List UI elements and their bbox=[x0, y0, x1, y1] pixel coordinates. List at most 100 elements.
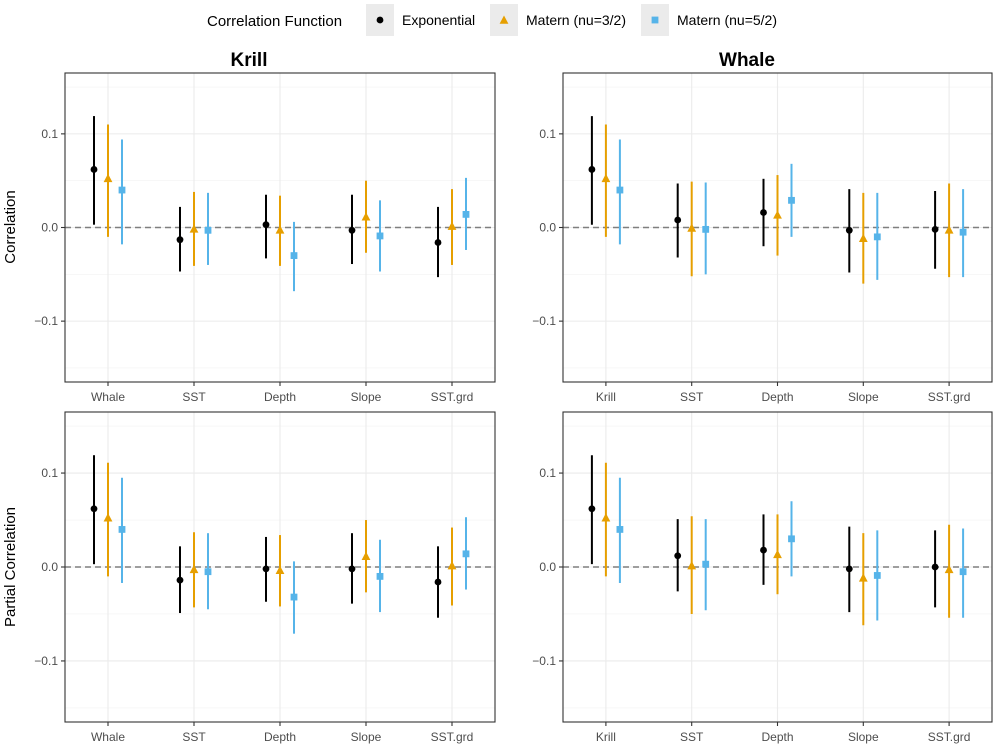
point-exponential-depth bbox=[262, 565, 270, 573]
point-matern-nu-5-2-depth bbox=[788, 196, 795, 204]
point-exponential-whale bbox=[90, 166, 98, 173]
point-matern-nu-5-2-slope bbox=[873, 233, 881, 241]
point-matern-nu-3-2-sst-grd bbox=[447, 221, 457, 230]
point-matern-nu-3-2-sst-grd bbox=[944, 225, 954, 234]
panel-correlation-whale: −0.1 0.0 0.1 Krill SST Depth Slope SST.grd bbox=[532, 72, 993, 404]
point-matern-nu-5-2-depth bbox=[290, 593, 298, 601]
x-tick-label-sst: SST bbox=[182, 730, 206, 744]
point-matern-nu-3-2-sst bbox=[687, 561, 697, 570]
y-tick-label: −0.1 bbox=[34, 654, 58, 668]
x-tick-label-depth: Depth bbox=[761, 730, 793, 744]
point-matern-nu-5-2-sst bbox=[702, 225, 710, 233]
point-matern-nu-5-2-sst-grd bbox=[462, 550, 470, 558]
point-matern-nu-5-2-depth bbox=[788, 535, 795, 543]
x-tick-label-whale: Whale bbox=[91, 390, 125, 404]
x-tick-label-depth: Depth bbox=[761, 390, 793, 404]
legend-key-matern32 bbox=[499, 15, 509, 24]
point-exponential-sst bbox=[674, 552, 682, 560]
legend-title: Correlation Function bbox=[207, 13, 342, 30]
point-exponential-depth bbox=[760, 209, 767, 216]
point-exponential-depth bbox=[262, 221, 270, 229]
x-tick-label-krill: Krill bbox=[596, 390, 616, 404]
legend-label-matern52: Matern (nu=5/2) bbox=[677, 12, 777, 28]
point-matern-nu-3-2-slope bbox=[361, 212, 371, 221]
x-tick-label-sst-grd: SST.grd bbox=[431, 390, 474, 404]
point-exponential-sst bbox=[176, 236, 184, 244]
x-tick-label-slope: Slope bbox=[351, 730, 382, 744]
x-tick-label-slope: Slope bbox=[848, 730, 879, 744]
y-tick-label: 0.0 bbox=[41, 560, 58, 574]
point-matern-nu-5-2-krill bbox=[616, 186, 624, 194]
legend-key-exponential bbox=[376, 16, 384, 24]
x-tick-label-sst: SST bbox=[182, 390, 206, 404]
point-matern-nu-3-2-krill bbox=[601, 513, 611, 522]
point-matern-nu-3-2-depth bbox=[773, 549, 782, 559]
point-exponential-sst bbox=[674, 216, 682, 224]
x-tick-label-slope: Slope bbox=[351, 390, 382, 404]
legend: Correlation Function Exponential Matern … bbox=[207, 4, 777, 36]
point-exponential-slope bbox=[845, 226, 853, 234]
point-exponential-sst-grd bbox=[931, 225, 939, 233]
y-tick-label: 0.0 bbox=[41, 221, 58, 235]
x-tick-label-sst: SST bbox=[680, 390, 704, 404]
point-matern-nu-3-2-depth bbox=[275, 565, 285, 575]
point-matern-nu-3-2-whale bbox=[103, 513, 113, 522]
y-axis-title-correlation: Correlation bbox=[2, 190, 19, 263]
x-tick-label-depth: Depth bbox=[264, 730, 296, 744]
y-tick-label: 0.0 bbox=[539, 560, 556, 574]
point-matern-nu-3-2-slope bbox=[858, 233, 868, 243]
point-exponential-krill bbox=[588, 166, 596, 173]
point-exponential-whale bbox=[90, 505, 98, 513]
point-exponential-sst-grd bbox=[434, 578, 442, 586]
point-matern-nu-5-2-depth bbox=[290, 252, 298, 259]
point-matern-nu-5-2-sst-grd bbox=[462, 210, 470, 218]
point-matern-nu-3-2-depth bbox=[275, 225, 285, 234]
y-tick-label: 0.1 bbox=[539, 127, 556, 141]
y-tick-label: −0.1 bbox=[34, 314, 58, 328]
point-exponential-depth bbox=[760, 546, 767, 554]
point-matern-nu-3-2-krill bbox=[601, 173, 611, 183]
point-exponential-slope bbox=[845, 565, 853, 573]
y-tick-label: 0.1 bbox=[41, 466, 58, 480]
point-matern-nu-3-2-slope bbox=[858, 573, 868, 582]
point-exponential-slope bbox=[348, 226, 356, 234]
y-tick-label: 0.0 bbox=[539, 221, 556, 235]
point-matern-nu-5-2-slope bbox=[376, 232, 384, 240]
legend-label-matern32: Matern (nu=3/2) bbox=[526, 12, 626, 28]
x-tick-label-sst: SST bbox=[680, 730, 704, 744]
point-matern-nu-3-2-depth bbox=[773, 210, 782, 219]
x-tick-label-krill: Krill bbox=[596, 730, 616, 744]
panel-partial-correlation-krill: −0.1 0.0 0.1 Whale SST Depth Slope SST.grd bbox=[34, 411, 496, 744]
point-matern-nu-3-2-sst-grd bbox=[944, 564, 954, 574]
point-exponential-slope bbox=[348, 565, 356, 573]
point-matern-nu-5-2-slope bbox=[376, 572, 384, 580]
point-matern-nu-5-2-whale bbox=[118, 526, 126, 533]
point-matern-nu-3-2-sst bbox=[189, 224, 199, 233]
panel-correlation-krill: −0.1 0.0 0.1 Whale SST Depth Slope SST.grd bbox=[34, 72, 496, 404]
y-tick-label: 0.1 bbox=[539, 466, 556, 480]
x-tick-label-sst-grd: SST.grd bbox=[928, 730, 971, 744]
point-matern-nu-5-2-whale bbox=[118, 186, 126, 194]
panel-partial-correlation-whale: −0.1 0.0 0.1 Krill SST Depth Slope SST.grd bbox=[532, 411, 993, 744]
point-exponential-sst-grd bbox=[931, 563, 939, 571]
point-exponential-krill bbox=[588, 505, 596, 513]
x-tick-label-whale: Whale bbox=[91, 730, 125, 744]
y-tick-label: −0.1 bbox=[532, 654, 556, 668]
point-matern-nu-5-2-sst bbox=[702, 560, 710, 568]
point-exponential-sst-grd bbox=[434, 239, 442, 246]
column-title-whale: Whale bbox=[719, 50, 775, 71]
point-matern-nu-3-2-sst bbox=[189, 564, 199, 574]
point-matern-nu-5-2-sst-grd bbox=[959, 228, 967, 236]
column-title-krill: Krill bbox=[231, 50, 268, 71]
point-matern-nu-5-2-sst bbox=[204, 568, 212, 576]
point-matern-nu-5-2-sst bbox=[204, 226, 212, 234]
point-matern-nu-3-2-sst bbox=[687, 223, 697, 232]
x-tick-label-sst-grd: SST.grd bbox=[431, 730, 474, 744]
y-tick-label: 0.1 bbox=[41, 127, 58, 141]
x-tick-label-sst-grd: SST.grd bbox=[928, 390, 971, 404]
point-matern-nu-5-2-krill bbox=[616, 526, 624, 533]
point-matern-nu-5-2-slope bbox=[873, 572, 881, 579]
y-axis-title-partial-correlation: Partial Correlation bbox=[2, 507, 19, 627]
point-matern-nu-3-2-whale bbox=[103, 173, 113, 183]
